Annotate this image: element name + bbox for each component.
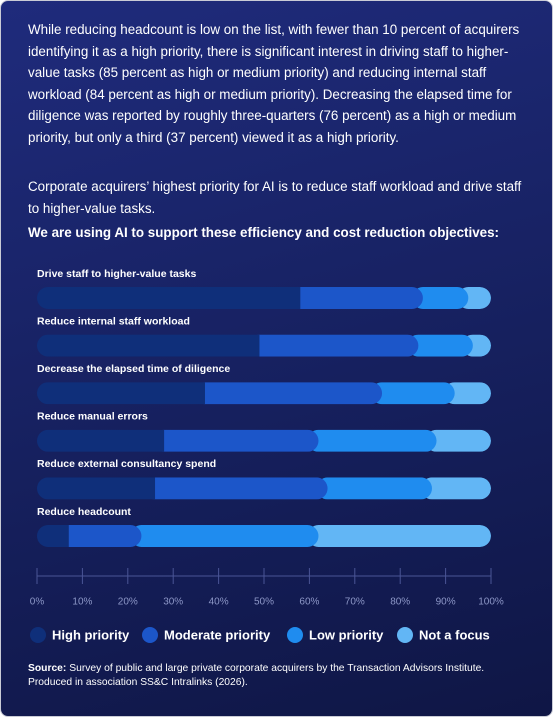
bar-segment	[57, 525, 142, 547]
category-label: Reduce headcount	[37, 506, 131, 518]
x-tick-label: 20%	[118, 597, 138, 608]
x-tick-label: 80%	[390, 597, 410, 608]
x-tick-label: 70%	[345, 597, 365, 608]
source-label: Source:	[28, 663, 67, 674]
category-label: Drive staff to higher-value tasks	[37, 268, 196, 280]
x-tick-label: 0%	[30, 597, 45, 608]
x-tick-label: 60%	[299, 597, 319, 608]
bar-segment	[130, 525, 319, 547]
bar-segment	[407, 334, 473, 357]
bar-group	[37, 334, 491, 357]
bar-segment	[37, 429, 165, 452]
bar-group	[37, 287, 491, 309]
bar-group	[37, 429, 491, 452]
bar-segment	[144, 477, 328, 500]
bar-segment	[37, 382, 205, 405]
legend-swatch	[30, 627, 46, 643]
x-tick-label: 90%	[436, 597, 456, 608]
source: Source: Survey of public and large priva…	[28, 662, 528, 689]
bar-group	[37, 525, 491, 547]
bar-segment	[248, 334, 419, 357]
legend-swatch	[142, 627, 158, 643]
category-label: Reduce internal staff workload	[37, 315, 190, 327]
chart-title: We are using AI to support these efficie…	[28, 225, 499, 240]
bar-segment	[37, 334, 260, 357]
category-label: Reduce manual errors	[37, 411, 148, 423]
paragraph: While reducing headcount is low on the l…	[28, 22, 520, 145]
x-tick-label: 30%	[163, 597, 183, 608]
category-label: Reduce external consultancy spend	[37, 458, 216, 470]
legend-swatch	[397, 627, 413, 643]
bar-segment	[153, 429, 319, 452]
legend-label: Low priority	[309, 627, 384, 642]
bar-segment	[411, 287, 469, 309]
bar-segment	[37, 525, 69, 547]
bar-segment	[371, 382, 455, 405]
x-tick-label: 10%	[72, 597, 92, 608]
paragraph: Corporate acquirers’ highest priority fo…	[28, 179, 522, 216]
bar-segment	[307, 525, 491, 547]
bar-segment	[289, 287, 423, 309]
bar-segment	[193, 382, 383, 405]
bar-segment	[425, 429, 491, 452]
legend-label: Not a focus	[419, 627, 490, 642]
x-tick-label: 100%	[478, 597, 504, 608]
x-tick-label: 50%	[254, 597, 274, 608]
bar-group	[37, 382, 491, 405]
bar-segment	[443, 382, 491, 405]
bar-segment	[420, 477, 491, 500]
category-label: Decrease the elapsed time of diligence	[37, 363, 230, 375]
bar-segment	[307, 429, 437, 452]
x-tick-label: 40%	[209, 597, 229, 608]
source-text: Survey of public and large private corpo…	[28, 663, 485, 688]
bar-group	[37, 477, 491, 500]
legend-label: High priority	[52, 627, 130, 642]
legend-swatch	[287, 627, 303, 643]
bar-segment	[37, 477, 156, 500]
legend-label: Moderate priority	[164, 627, 271, 642]
bar-segment	[37, 287, 301, 309]
bar-segment	[316, 477, 432, 500]
